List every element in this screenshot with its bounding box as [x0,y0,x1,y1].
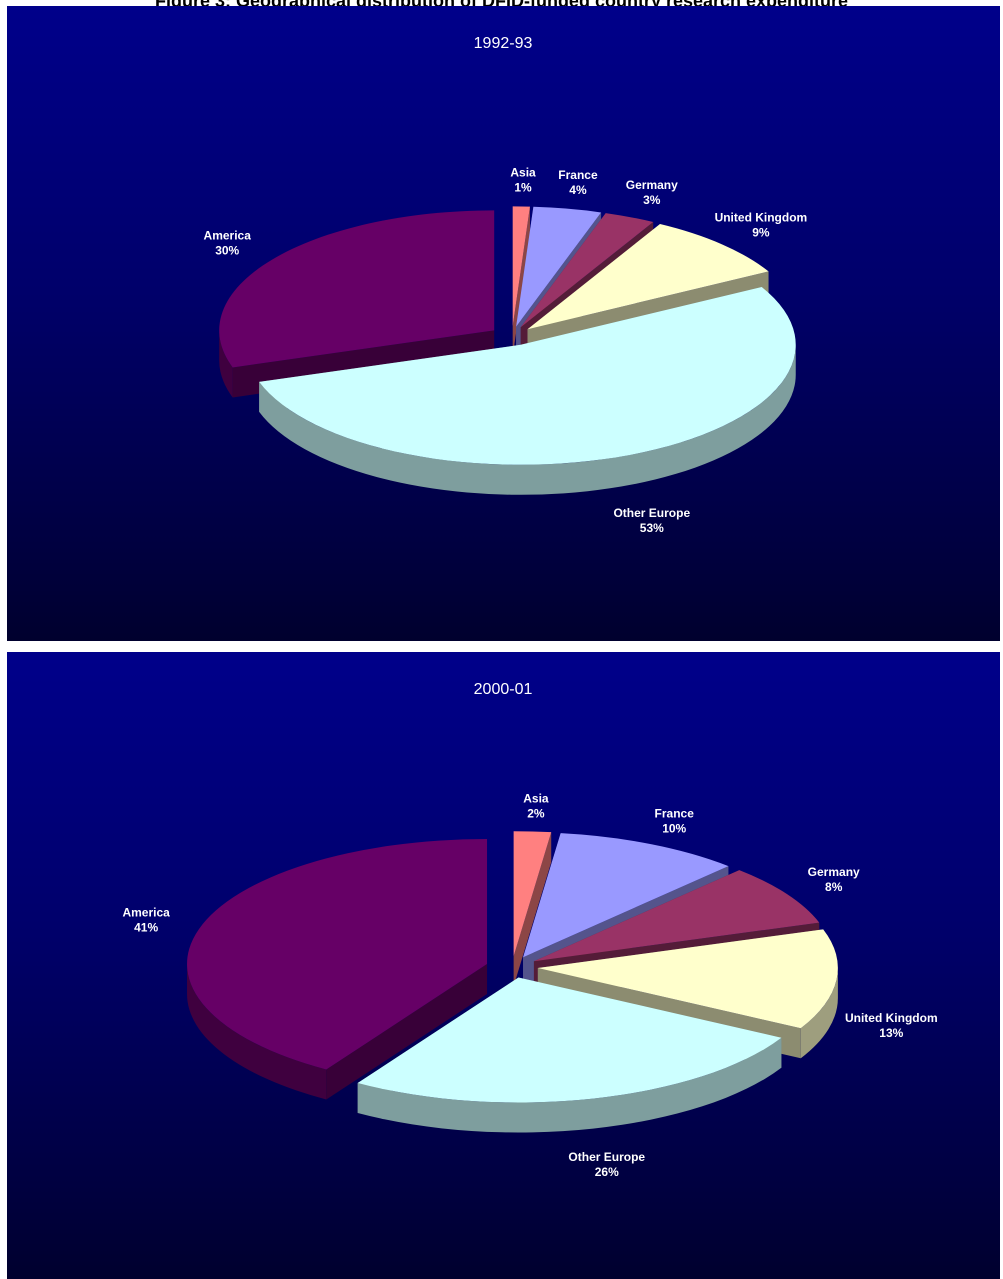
slice-label-other-europe: Other Europe [568,1150,645,1164]
slice-value-other-europe: 26% [595,1165,619,1179]
slice-value-united-kingdom: 9% [752,225,770,239]
slice-value-america: 41% [134,921,158,935]
slice-label-asia: Asia [510,165,536,179]
slice-value-america: 30% [215,244,239,258]
chart-panel-2000-01: 2000-01 Asia 2% France 10% Germany 8% United K… [7,652,1000,1279]
slice-label-france: France [558,168,598,182]
slice-value-other-europe: 53% [640,521,664,535]
slice-label-other-europe: Other Europe [613,506,690,520]
slice-asia [512,206,530,357]
chart-panel-1992-93: 1992-93 Asia 1% France 4% Germany 3% United Ki… [7,6,1000,641]
chart-title: 2000-01 [474,681,533,698]
slice-value-france: 10% [662,821,686,835]
slice-value-germany: 3% [643,193,661,207]
slice-label-america: America [122,906,170,920]
slice-label-america: America [204,229,252,243]
slice-other-europe [259,287,796,495]
slice-value-asia: 1% [514,180,532,194]
page-title: Figure 3: Geographical distribution of D… [0,0,1003,11]
slice-america [187,838,488,1100]
slice-label-united-kingdom: United Kingdom [715,210,808,224]
slice-label-united-kingdom: United Kingdom [845,1011,938,1025]
slice-asia [513,831,552,987]
slice-value-asia: 2% [527,807,545,821]
slice-value-germany: 8% [825,880,843,894]
slice-label-germany: Germany [808,865,860,879]
slice-label-asia: Asia [523,792,549,806]
slice-other-europe [357,977,782,1133]
slice-value-france: 4% [569,183,587,197]
slice-label-germany: Germany [626,178,678,192]
slice-label-france: France [655,806,695,820]
chart-title: 1992-93 [474,35,533,52]
slice-value-united-kingdom: 13% [879,1026,903,1040]
